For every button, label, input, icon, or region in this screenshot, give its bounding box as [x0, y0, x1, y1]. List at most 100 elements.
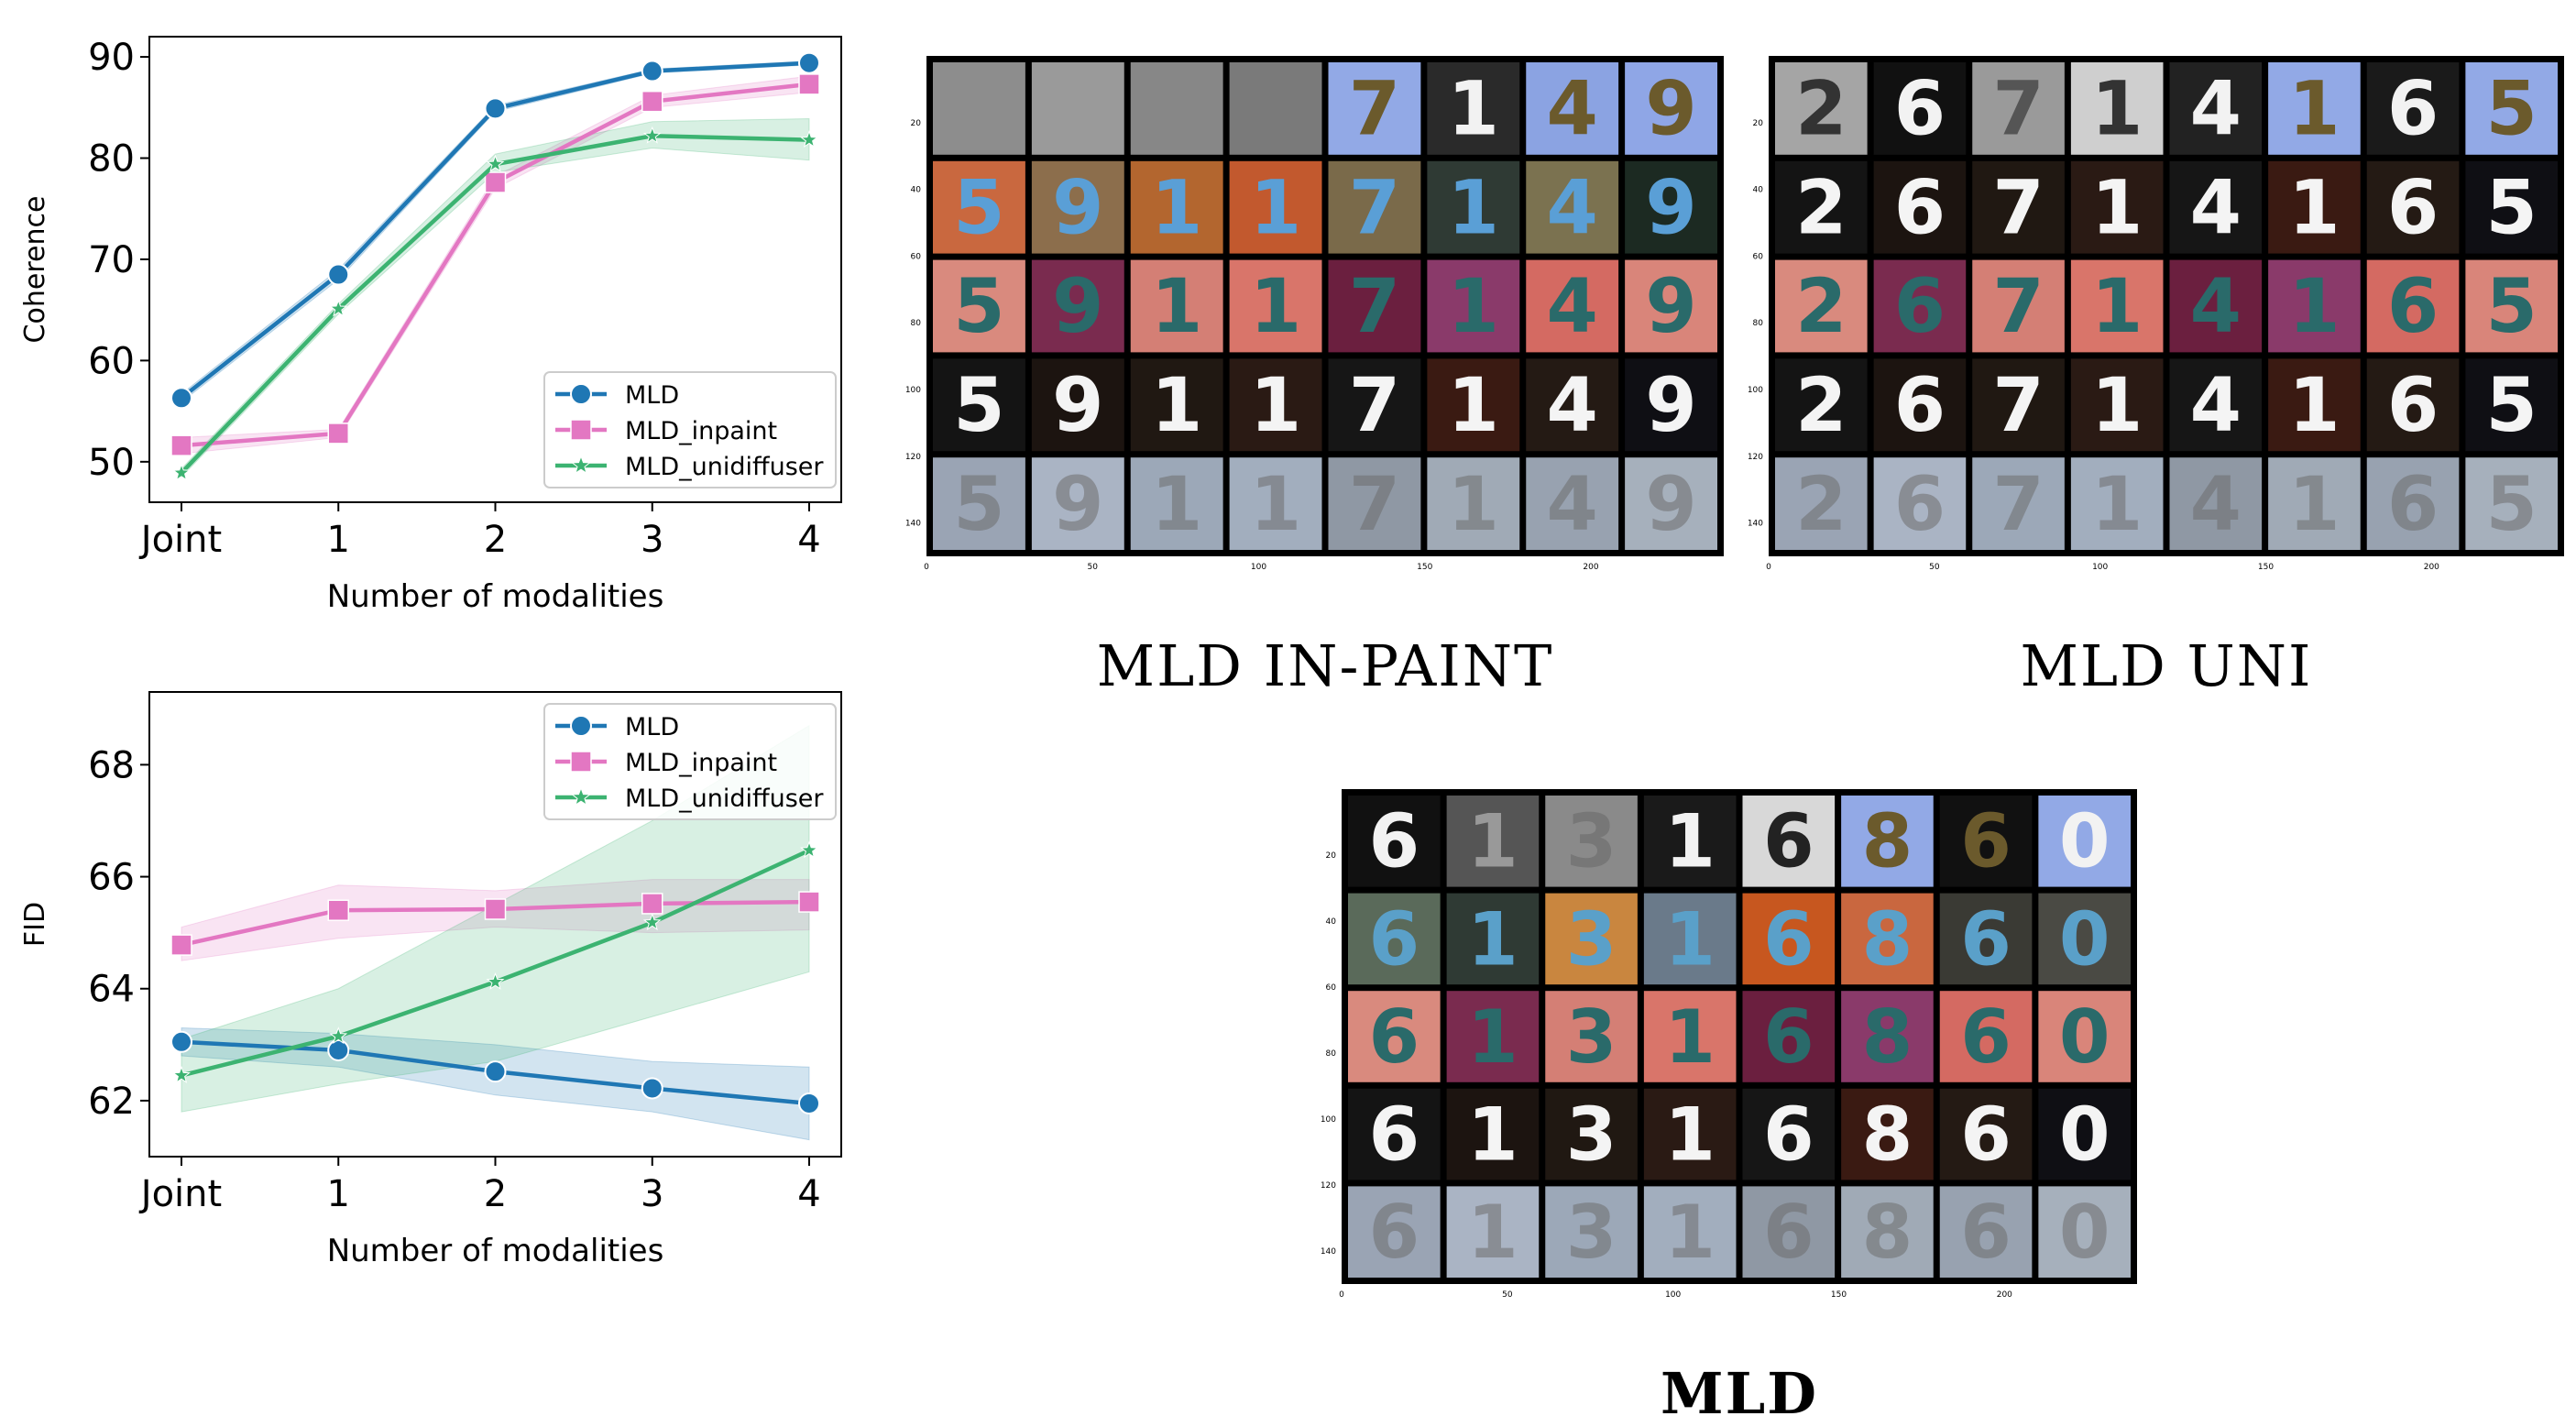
digit-tile: 0 [2038, 1088, 2131, 1180]
tile-background [1625, 457, 1717, 550]
tile-digit: 9 [1645, 165, 1696, 251]
tile-background [1031, 358, 1124, 452]
tile-digit: 9 [1645, 67, 1696, 153]
tile-background [1031, 62, 1124, 155]
tile-background [2169, 358, 2263, 452]
tile-digit: 1 [1664, 896, 1716, 982]
tile-background [1446, 1186, 1540, 1278]
grid-x-tick: 0 [924, 563, 929, 572]
tile-background [1328, 160, 1421, 254]
tile-digit: 1 [1467, 1190, 1518, 1275]
digit-tile: 5 [933, 457, 1025, 550]
tile-background [1348, 796, 1441, 887]
tile-digit: 7 [1349, 462, 1400, 548]
tile-digit: 6 [1368, 1092, 1420, 1177]
digit-tile: 7 [1972, 62, 2065, 155]
y-tick-label: 70 [88, 239, 135, 281]
tile-digit: 9 [1052, 165, 1103, 251]
tile-digit: 1 [2288, 462, 2340, 548]
grid-y-tick: 100 [1321, 1115, 1336, 1125]
digit-tile: 5 [2465, 62, 2558, 155]
tile-digit: 8 [1862, 799, 1913, 884]
tile-digit: 1 [2091, 363, 2143, 449]
tile-digit: 6 [1960, 896, 2011, 982]
tile-background [2070, 358, 2164, 452]
tile-background [933, 62, 1025, 155]
grid-x-tick: 200 [1997, 1290, 2012, 1300]
digit-tile: 6 [1348, 991, 1441, 1082]
tile-digit: 9 [1645, 462, 1696, 548]
legend-label-mld: MLD [625, 713, 679, 741]
tile-background [2070, 259, 2164, 353]
tile-background [1545, 796, 1638, 887]
digit-tile: 7 [1972, 358, 2065, 452]
tile-digit: 1 [2091, 67, 2143, 153]
digit-tile: 6 [1873, 358, 1967, 452]
mld-unidiffuser-point-3 [642, 126, 662, 144]
digit-tile: 9 [1031, 259, 1124, 353]
mld-inpaint-point-2 [484, 898, 507, 920]
tile-background [1873, 457, 1967, 550]
tile-background [2268, 358, 2361, 452]
mld-point-2 [484, 1060, 507, 1083]
digit-tile: 4 [2169, 457, 2263, 550]
digit-tile: 1 [2268, 358, 2361, 452]
tile-digit: 1 [2091, 462, 2143, 548]
tile-digit: 5 [953, 363, 1004, 449]
digit-tile: 9 [1031, 160, 1124, 254]
digit-tile: 6 [1939, 1186, 2033, 1278]
y-tick-label: 60 [88, 340, 135, 382]
x-tick-label: 4 [797, 519, 820, 561]
y-tick-label: 68 [88, 744, 135, 786]
tile-background [2070, 160, 2164, 254]
legend-marker-mld-unidiffuser [571, 455, 591, 475]
mld-point-2 [484, 97, 507, 120]
grid-x-tick: 200 [1583, 563, 1598, 572]
tile-background [1643, 796, 1737, 887]
tile-digit: 0 [2059, 799, 2110, 884]
digit-tile: 1 [1427, 358, 1520, 452]
digit-tile: 1 [1229, 457, 1322, 550]
tile-digit: 2 [1795, 165, 1847, 251]
tile-background [1526, 457, 1619, 550]
digit-tile: 9 [1031, 457, 1124, 550]
tile-digit: 5 [953, 264, 1004, 350]
tile-background [1229, 259, 1322, 353]
tile-background [2070, 62, 2164, 155]
legend: MLD MLD_inpaint MLD_unidiffuser [543, 703, 837, 820]
legend-marker-mld-unidiffuser [571, 786, 591, 807]
tile-background [1446, 796, 1540, 887]
tile-digit: 7 [1349, 67, 1400, 153]
digit-tile: 7 [1328, 457, 1421, 550]
grid-y-tick: 20 [1326, 851, 1337, 861]
legend-marker-mld-inpaint [570, 419, 592, 441]
mld-point-1 [327, 1038, 350, 1061]
tile-digit: 6 [1368, 1190, 1420, 1275]
tile-background [1446, 893, 1540, 985]
tile-background [1841, 1186, 1934, 1278]
legend: MLD MLD_inpaint MLD_unidiffuser [543, 371, 837, 488]
tile-background [1775, 457, 1868, 550]
digit-tile: 0 [2038, 893, 2131, 985]
mld-inpaint-point-1 [327, 899, 349, 921]
tile-background [2268, 62, 2361, 155]
grid-x-tick: 50 [1502, 1290, 1513, 1300]
grid-y-tick: 100 [905, 386, 921, 395]
mld-sample-grid: 6 1 3 1 6 8 6 06 1 3 1 6 8 6 06 1 3 1 6 8 6 06 1 3 1 6 8 6 06 1 3 1 6 8 6 0… [1321, 789, 2137, 1427]
tile-background [1328, 457, 1421, 550]
y-tick-label: 64 [88, 969, 135, 1011]
x-tick-label: 2 [484, 519, 507, 561]
digit-tile: 1 [1446, 1186, 1540, 1278]
digit-tile: 1 [1643, 991, 1737, 1082]
mld-unidiffuser-point-0 [172, 463, 191, 481]
legend-label-mld-inpaint: MLD_inpaint [625, 417, 777, 445]
tile-background [2169, 259, 2263, 353]
tile-digit: 4 [1547, 165, 1598, 251]
grid-y-tick: 140 [1748, 520, 1763, 529]
digit-tile: 1 [1130, 457, 1223, 550]
mld-point-3 [641, 60, 663, 82]
grid-y-tick: 20 [1753, 119, 1764, 128]
grid-y-tick: 80 [911, 319, 922, 328]
digit-tile: 5 [2465, 259, 2558, 353]
tile-digit: 1 [1467, 896, 1518, 982]
